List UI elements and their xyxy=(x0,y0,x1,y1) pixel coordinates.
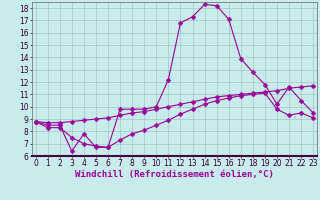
X-axis label: Windchill (Refroidissement éolien,°C): Windchill (Refroidissement éolien,°C) xyxy=(75,170,274,179)
